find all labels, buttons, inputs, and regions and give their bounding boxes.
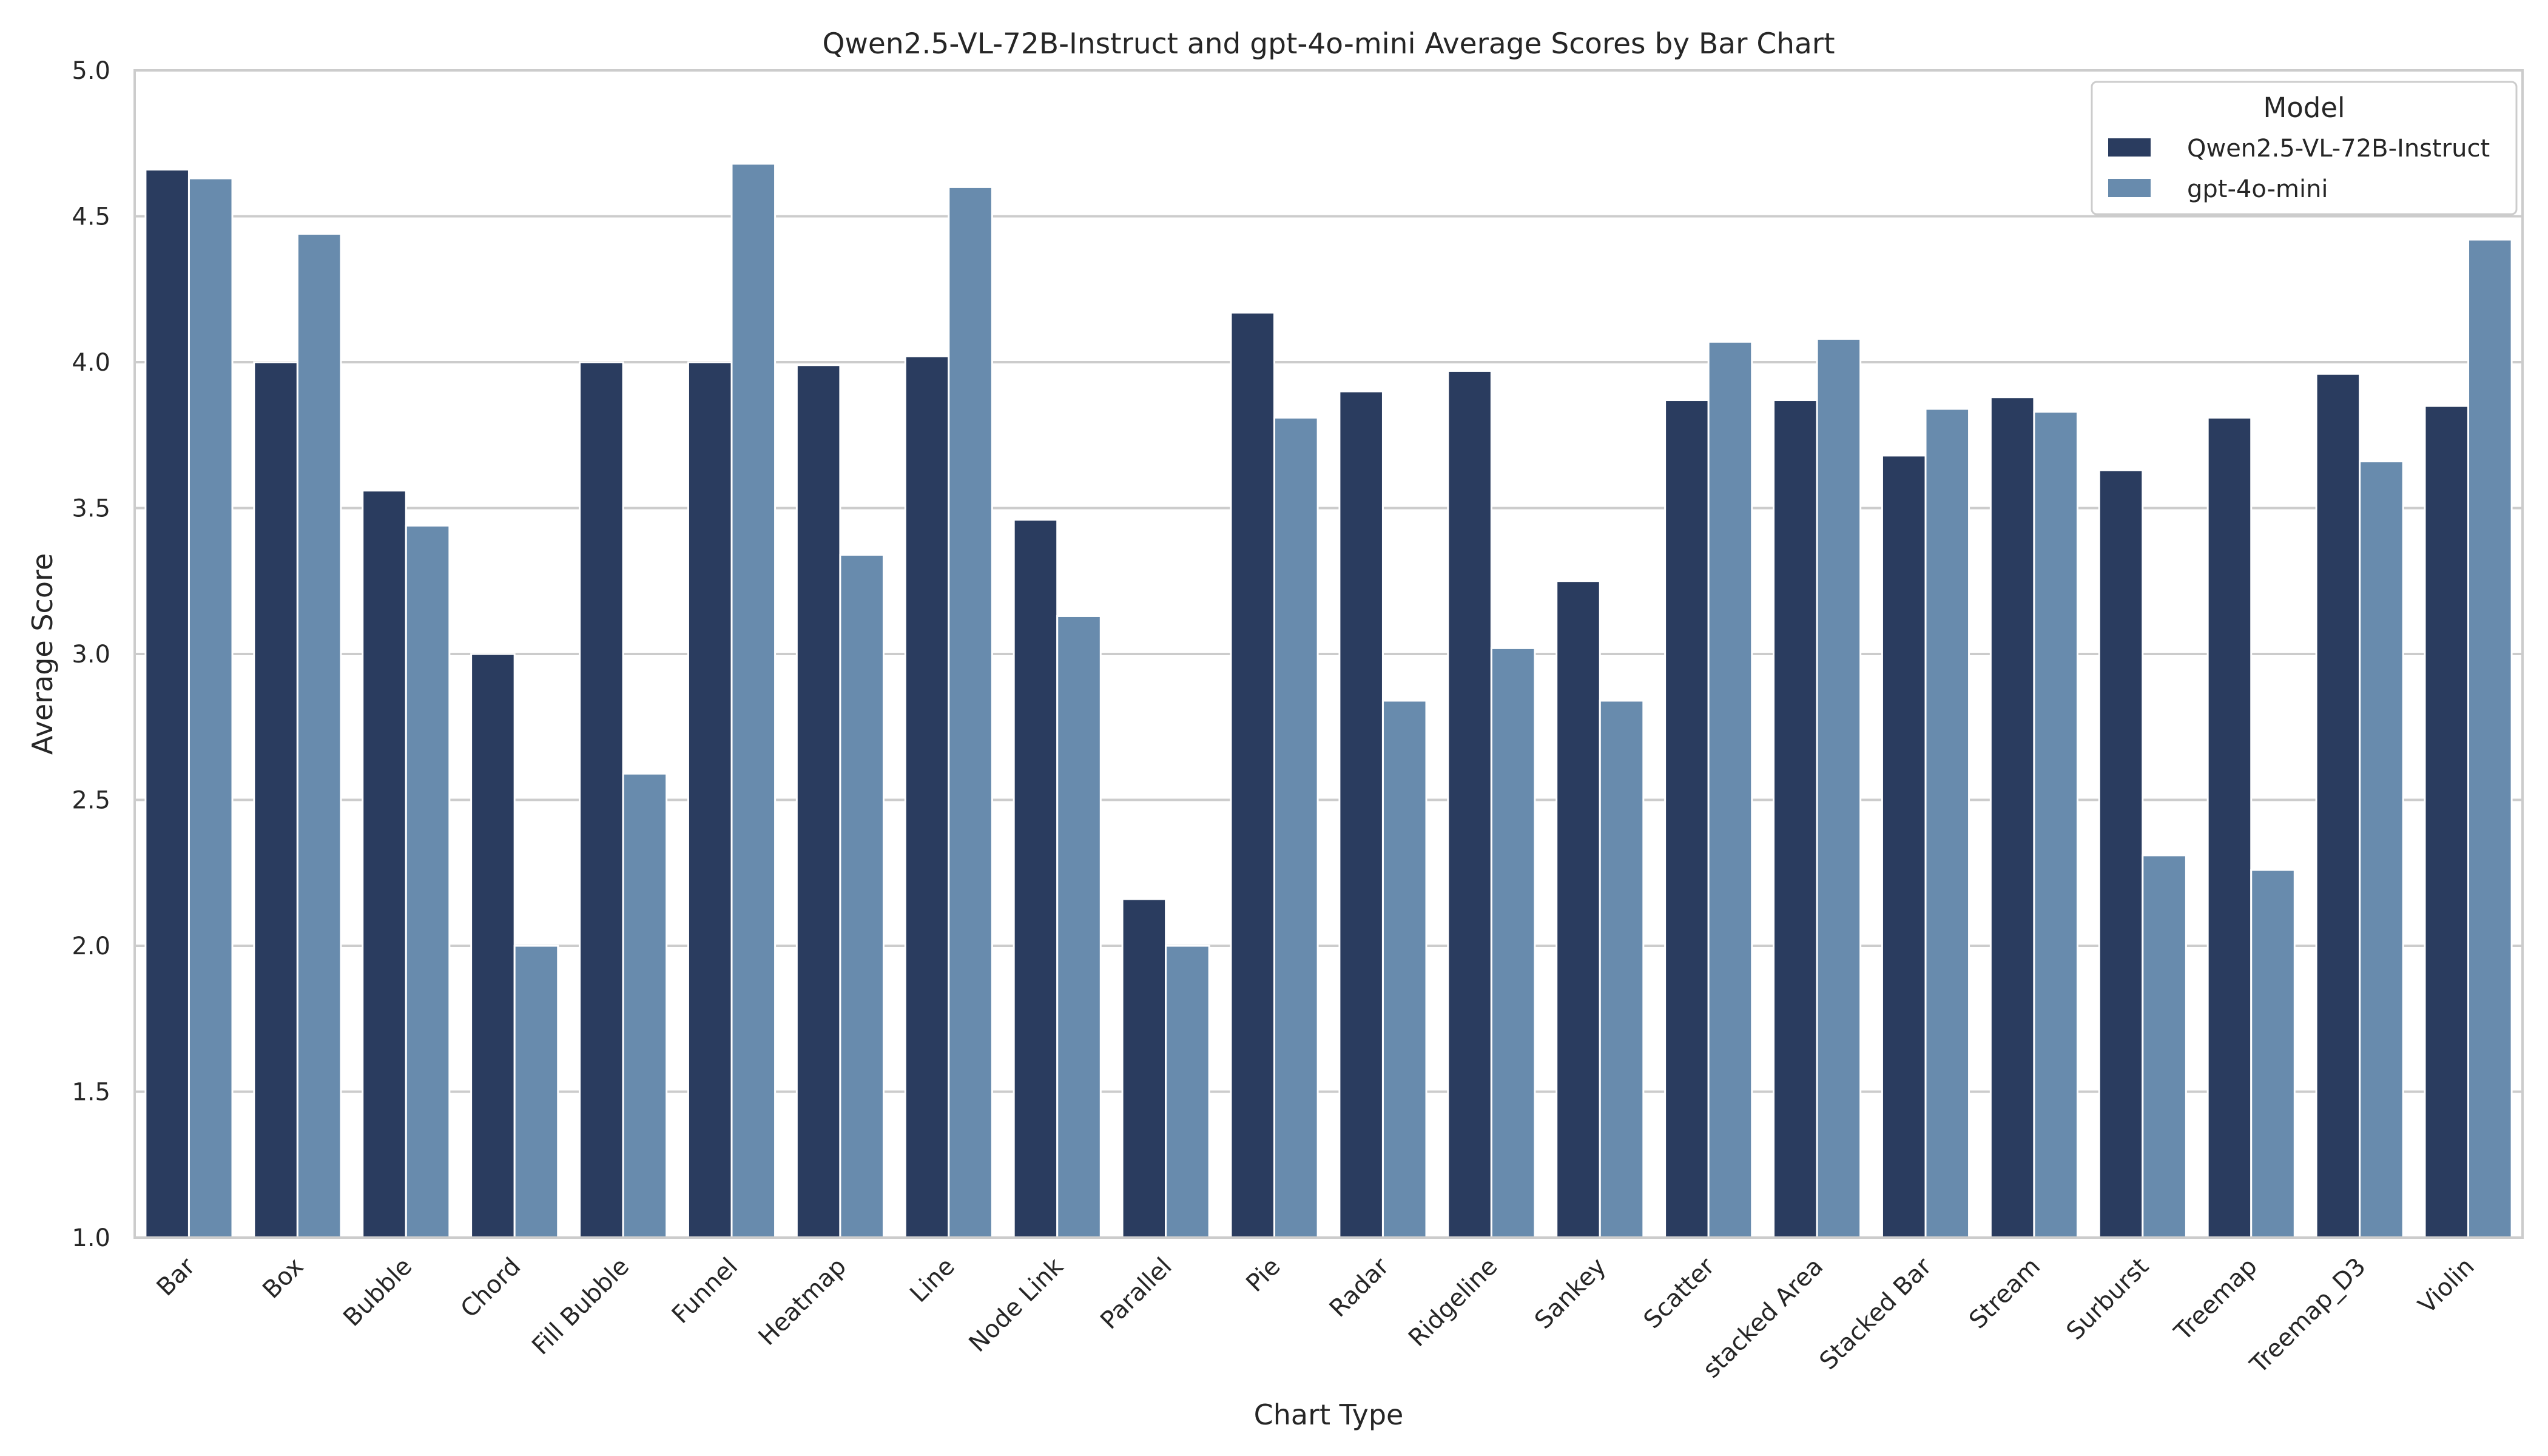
bar-qwen-surburst	[2098, 469, 2144, 1239]
legend-box	[2091, 81, 2518, 215]
bar-gpt-line	[948, 186, 993, 1239]
bar-gpt-chord	[513, 945, 559, 1239]
bar-gpt-stream	[2033, 411, 2078, 1239]
legend-label-qwen: Qwen2.5-VL-72B-Instruct	[2187, 135, 2490, 163]
bar-qwen-stream	[1989, 396, 2035, 1239]
bar-qwen-treemap	[2206, 416, 2253, 1239]
bar-gpt-ridgeline	[1490, 647, 1536, 1239]
bar-gpt-treemap-d3	[2359, 460, 2404, 1239]
bar-qwen-sankey	[1555, 580, 1601, 1239]
bars	[144, 163, 2513, 1239]
bar-qwen-box	[253, 361, 298, 1239]
bar-gpt-radar	[1381, 699, 1427, 1239]
bar-qwen-radar	[1338, 390, 1384, 1239]
bar-qwen-bubble	[362, 490, 407, 1239]
y-tick-label: 4.5	[72, 203, 110, 231]
bar-gpt-scatter	[1707, 340, 1753, 1239]
bar-qwen-parallel	[1121, 898, 1167, 1239]
bar-gpt-parallel	[1165, 945, 1210, 1239]
legend-label-gpt: gpt-4o-mini	[2187, 175, 2328, 203]
x-axis-title: Chart Type	[1254, 1398, 1404, 1431]
bar-qwen-violin	[2424, 405, 2470, 1239]
bar-gpt-pie	[1273, 416, 1319, 1239]
y-tick-label: 2.5	[72, 787, 110, 815]
legend-swatch-gpt	[2108, 179, 2151, 197]
bar-gpt-sankey	[1599, 699, 1645, 1239]
chart-title: Qwen2.5-VL-72B-Instruct and gpt-4o-mini …	[822, 27, 1835, 61]
bar-gpt-violin	[2467, 238, 2513, 1239]
bar-qwen-funnel	[687, 361, 733, 1239]
bar-qwen-stacked-bar	[1881, 454, 1927, 1239]
y-tick-labels: 1.0 1.5 2.0 2.5 3.0 3.5 4.0 4.5 5.0	[72, 57, 110, 1252]
bar-gpt-bar	[187, 177, 234, 1239]
bar-gpt-fill-bubble	[622, 772, 668, 1239]
y-tick-label: 1.0	[72, 1224, 110, 1252]
bar-qwen-bar	[144, 169, 190, 1239]
bar-qwen-line	[904, 355, 950, 1239]
plot-frame	[133, 69, 2524, 1239]
bar-qwen-ridgeline	[1447, 369, 1492, 1239]
bar-qwen-chord	[470, 653, 516, 1239]
y-tick-label: 5.0	[72, 57, 110, 85]
bar-gpt-heatmap	[839, 553, 885, 1239]
legend-swatch-qwen	[2108, 138, 2151, 157]
bar-gpt-node-link	[1056, 615, 1102, 1239]
bar-gpt-bubble	[405, 524, 451, 1239]
bar-qwen-heatmap	[795, 364, 841, 1239]
bar-gpt-box	[296, 232, 342, 1239]
bar-gpt-funnel	[730, 163, 777, 1239]
y-tick-label: 3.5	[72, 495, 110, 523]
y-tick-label: 1.5	[72, 1079, 110, 1107]
bar-gpt-stacked-bar	[1924, 408, 1970, 1239]
bar-qwen-stacked-area	[1773, 399, 1818, 1239]
legend: Model Qwen2.5-VL-72B-Instruct gpt-4o-min…	[2091, 81, 2518, 215]
bar-qwen-scatter	[1664, 399, 1710, 1239]
bar-qwen-pie	[1230, 311, 1276, 1239]
bar-qwen-fill-bubble	[579, 361, 624, 1239]
y-axis-title: Average Score	[26, 553, 59, 755]
legend-title: Model	[2263, 92, 2345, 124]
bar-gpt-surburst	[2142, 854, 2187, 1239]
y-tick-label: 4.0	[72, 349, 110, 377]
y-tick-label: 3.0	[72, 641, 110, 669]
bar-qwen-node-link	[1013, 519, 1059, 1239]
bar-gpt-stacked-area	[1816, 338, 1862, 1239]
bar-gpt-treemap	[2250, 869, 2296, 1239]
bar-qwen-treemap-d3	[2315, 372, 2361, 1239]
y-tick-label: 2.0	[72, 932, 110, 960]
